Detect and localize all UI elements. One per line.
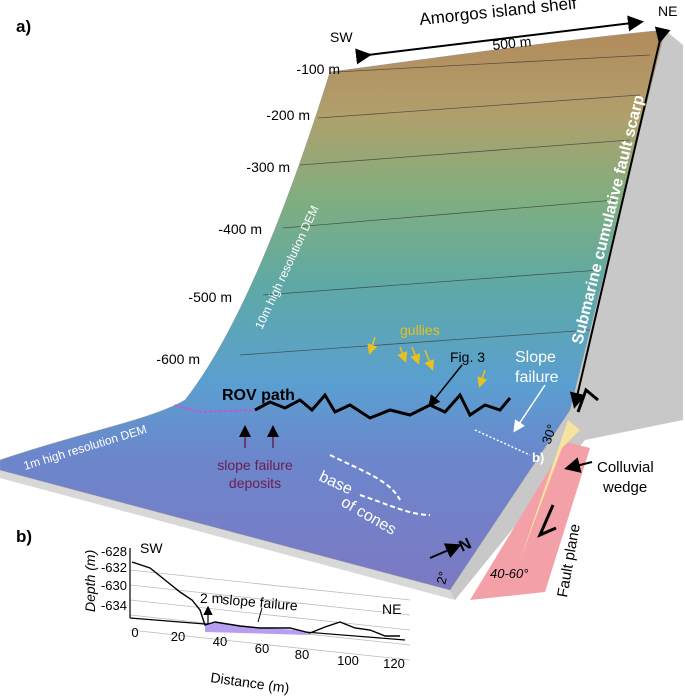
panel-label: a) — [16, 17, 31, 36]
fault-motion — [537, 504, 557, 538]
fault-motion — [576, 387, 599, 413]
height-label: 2 m — [200, 590, 223, 606]
shelf-title: Amorgos island shelf — [418, 0, 577, 29]
direction: SW — [140, 540, 163, 556]
x-tick-label: 40 — [213, 634, 227, 649]
scale: 500 m — [492, 33, 532, 53]
slope-arrow — [513, 384, 546, 433]
scarp-angle: 30° — [539, 422, 560, 446]
direction: NE — [382, 601, 401, 617]
fig3-arrow — [428, 364, 463, 408]
base-side — [0, 470, 455, 600]
direction: SW — [330, 29, 353, 45]
wedge: Colluvial — [597, 459, 654, 476]
y-tick-label: -632 — [101, 560, 127, 575]
wedge-arrow — [564, 457, 593, 473]
x-label: Distance (m) — [210, 669, 291, 696]
y-tick-label: -634 — [101, 598, 127, 613]
x-tick-label: 0 — [131, 625, 138, 640]
rov-path — [254, 392, 512, 420]
profile-ref: b) — [532, 450, 544, 465]
depth-label: -400 m — [218, 221, 262, 237]
depth-label: -300 m — [246, 159, 290, 175]
scarp-arrow — [569, 26, 671, 409]
deposits: deposits — [229, 475, 281, 491]
north-arrow — [429, 543, 462, 559]
dem-boundary — [174, 404, 256, 413]
depth-label: -100 m — [296, 61, 340, 77]
slope-failure: failure — [515, 369, 559, 386]
colluvial-wedge — [520, 420, 580, 560]
fig-ref: Fig. 3 — [450, 349, 485, 365]
slope-failure: Slope — [515, 349, 556, 366]
depth-label: -500 m — [188, 289, 232, 305]
base-cones-line — [329, 454, 431, 516]
x-tick-label: 60 — [255, 641, 269, 656]
fault-angle: 40-60° — [490, 566, 528, 581]
rov-path-label: ROV path — [222, 387, 295, 404]
depth-label: -600 m — [156, 351, 200, 367]
deposits: slope failure — [217, 457, 293, 473]
y-tick-label: -630 — [101, 578, 127, 593]
y-label: Depth (m) — [82, 550, 98, 612]
failure-arrow — [257, 607, 263, 623]
x-tick-label: 80 — [295, 647, 309, 662]
direction: NE — [658, 3, 677, 19]
x-tick-label: 120 — [383, 656, 405, 671]
fault-plane — [470, 442, 590, 600]
y-tick-label: -628 — [101, 544, 127, 559]
x-tick-label: 100 — [337, 653, 359, 668]
panel-label: b) — [16, 527, 32, 546]
failure-label: slope failure — [222, 591, 299, 614]
gully-arrows — [367, 336, 488, 388]
profile-grid — [129, 569, 411, 661]
depth-label: -200 m — [266, 107, 310, 123]
x-tick-label: 20 — [171, 629, 185, 644]
profile — [131, 561, 400, 637]
wedge: wedge — [602, 479, 647, 496]
gullies: gullies — [400, 322, 440, 338]
base-angle: 2° — [433, 570, 451, 586]
